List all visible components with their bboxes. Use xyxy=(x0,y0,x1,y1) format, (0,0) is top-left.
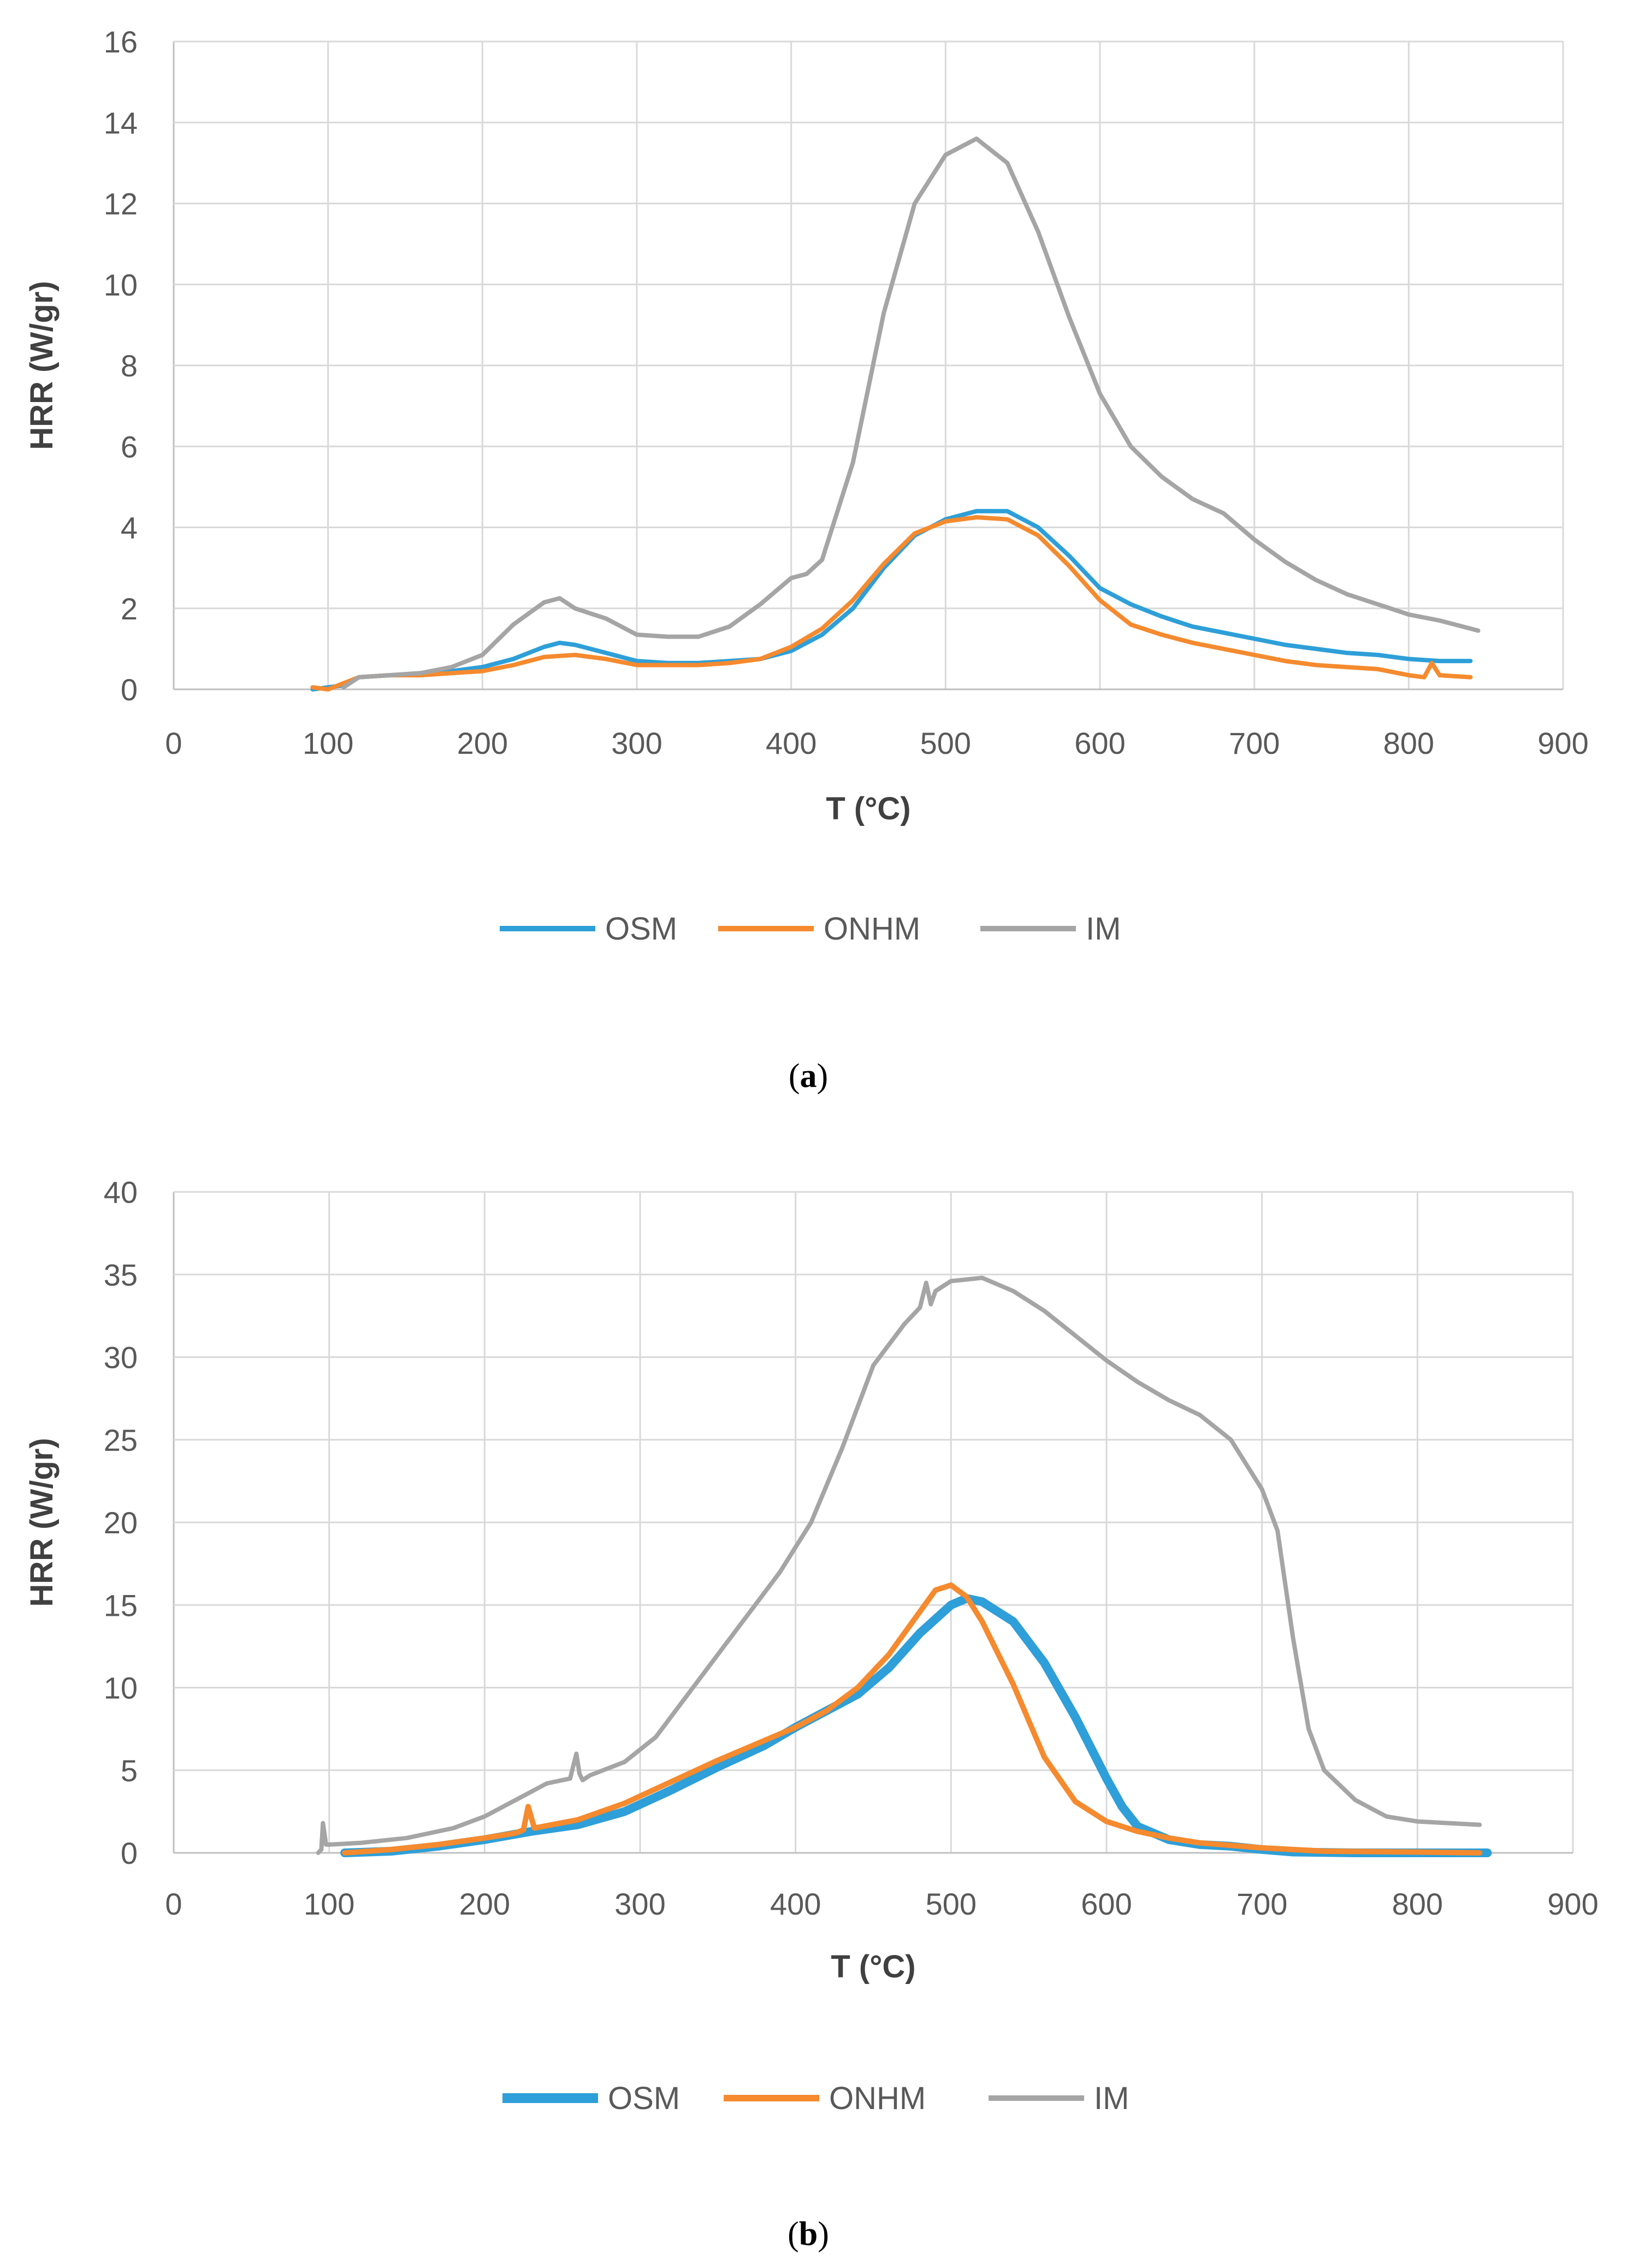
series-line-onhm xyxy=(310,515,1473,692)
y-tick-label: 20 xyxy=(104,1505,138,1540)
legend-label-osm: OSM xyxy=(605,911,677,947)
x-tick-label: 900 xyxy=(1537,726,1588,760)
y-tick-label: 12 xyxy=(104,187,138,221)
legend-label-im: IM xyxy=(1094,2081,1129,2116)
legend-label-onhm: ONHM xyxy=(829,2081,926,2116)
x-tick-label: 500 xyxy=(926,1887,977,1921)
panel-caption: (b) xyxy=(788,2216,829,2253)
caption-open: ( xyxy=(789,1058,800,1095)
x-axis-title: T (°C) xyxy=(826,791,910,826)
y-tick-label: 35 xyxy=(104,1257,138,1292)
y-tick-label: 15 xyxy=(104,1588,138,1622)
y-axis-title: HRR (W/gr) xyxy=(24,281,60,450)
x-tick-label: 800 xyxy=(1392,1887,1443,1921)
y-tick-label: 40 xyxy=(104,1175,138,1209)
y-tick-label: 6 xyxy=(121,429,138,464)
x-tick-label: 100 xyxy=(304,1887,354,1921)
x-tick-label: 400 xyxy=(766,726,816,760)
series-line-im xyxy=(316,1275,1482,1855)
x-tick-label: 500 xyxy=(920,726,971,760)
x-tick-label: 0 xyxy=(165,726,182,760)
x-tick-label: 600 xyxy=(1074,726,1125,760)
y-tick-label: 10 xyxy=(104,1671,138,1705)
x-tick-label: 400 xyxy=(770,1887,821,1921)
caption-letter: b xyxy=(799,2216,818,2253)
x-tick-label: 700 xyxy=(1229,726,1280,760)
y-tick-label: 14 xyxy=(104,105,138,140)
y-tick-label: 5 xyxy=(121,1753,138,1788)
x-tick-label: 200 xyxy=(457,726,508,760)
x-tick-label: 300 xyxy=(614,1887,665,1921)
y-tick-label: 25 xyxy=(104,1423,138,1457)
y-tick-label: 0 xyxy=(121,672,138,707)
series-line-osm xyxy=(340,1594,1492,1857)
caption-close: ) xyxy=(818,2216,829,2253)
chart-panel-a: 0 100 200 300 400 500 600 700 800 900 0 2 4 6 8 10 12 14 1… xyxy=(24,25,1589,1095)
x-tick-label: 100 xyxy=(303,726,353,760)
series-line-osm xyxy=(310,509,1473,692)
caption-close: ) xyxy=(817,1058,829,1095)
y-tick-label: 10 xyxy=(104,268,138,302)
x-tick-label: 300 xyxy=(611,726,662,760)
x-tick-label: 0 xyxy=(165,1887,182,1921)
series-line-im xyxy=(341,136,1481,690)
y-tick-label: 0 xyxy=(121,1836,138,1870)
x-tick-label: 600 xyxy=(1081,1887,1132,1921)
y-tick-label: 8 xyxy=(121,349,138,383)
x-tick-label: 800 xyxy=(1383,726,1434,760)
x-tick-label: 900 xyxy=(1547,1887,1598,1921)
x-tick-label: 200 xyxy=(459,1887,510,1921)
y-tick-label: 2 xyxy=(121,592,138,626)
caption-letter: a xyxy=(800,1058,817,1095)
series-line-onhm xyxy=(342,1582,1483,1856)
legend-label-im: IM xyxy=(1086,911,1121,947)
legend-label-onhm: ONHM xyxy=(824,911,920,947)
y-tick-label: 16 xyxy=(104,25,138,59)
y-tick-label: 4 xyxy=(121,511,138,545)
x-tick-label: 700 xyxy=(1236,1887,1287,1921)
y-tick-label: 30 xyxy=(104,1340,138,1375)
legend-label-osm: OSM xyxy=(608,2081,680,2116)
chart-panel-b: 0 100 200 300 400 500 600 700 800 900 0 5 10 15 20 25 30… xyxy=(24,1175,1599,2253)
caption-open: ( xyxy=(788,2216,799,2253)
y-axis-title: HRR (W/gr) xyxy=(24,1438,60,1606)
x-axis-title: T (°C) xyxy=(831,1949,915,1984)
panel-caption: (a) xyxy=(789,1058,828,1095)
